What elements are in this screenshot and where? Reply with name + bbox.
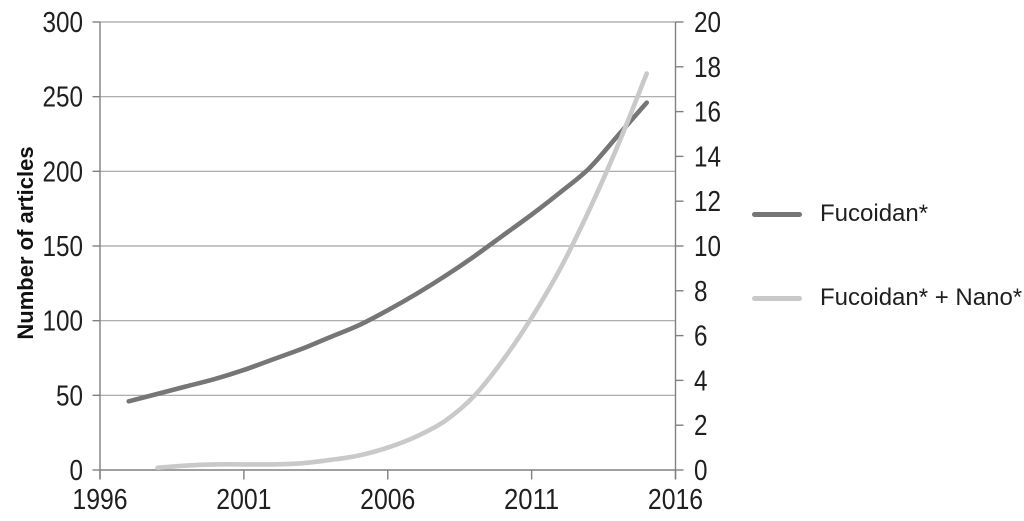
y-left-tick-label: 250 <box>43 82 84 114</box>
x-tick-label: 2011 <box>504 484 559 516</box>
y-right-tick-label: 18 <box>694 52 721 84</box>
y-axis-title: Number of articles <box>13 146 38 340</box>
y-right-tick-label: 0 <box>694 455 708 487</box>
legend-item-fucoidan-nano: Fucoidan* + Nano* <box>752 284 1022 312</box>
y-left-tick-label: 200 <box>43 156 84 188</box>
y-right-tick-label: 4 <box>694 365 708 397</box>
x-tick-label: 2016 <box>648 484 703 516</box>
y-left-tick-label: 50 <box>56 380 83 412</box>
y-right-tick-label: 20 <box>694 7 721 39</box>
y-right-tick-label: 12 <box>694 186 721 218</box>
legend-swatch-fucoidan-nano <box>752 295 802 301</box>
x-tick-label: 1996 <box>72 484 127 516</box>
y-right-tick-label: 10 <box>694 231 721 263</box>
y-left-tick-label: 150 <box>43 231 84 263</box>
series-line-fucoidan-nano <box>155 71 650 471</box>
y-right-tick-label: 8 <box>694 276 708 308</box>
series-line-fucoidan <box>126 100 650 404</box>
x-tick-label: 2001 <box>216 484 271 516</box>
y-right-tick-label: 16 <box>694 97 721 129</box>
y-left-tick-label: 0 <box>70 455 84 487</box>
legend-swatch-fucoidan <box>752 211 802 217</box>
y-right-tick-label: 14 <box>694 141 721 173</box>
legend-item-fucoidan: Fucoidan* <box>752 200 1022 228</box>
y-left-tick-label: 300 <box>43 7 84 39</box>
legend-label-fucoidan-nano: Fucoidan* + Nano* <box>820 284 1023 311</box>
x-tick-label: 2006 <box>360 484 415 516</box>
y-right-tick-label: 6 <box>694 321 708 353</box>
legend: Fucoidan* Fucoidan* + Nano* <box>752 200 1022 312</box>
legend-label-fucoidan: Fucoidan* <box>820 200 929 227</box>
y-left-tick-label: 100 <box>43 306 84 338</box>
y-right-tick-label: 2 <box>694 410 708 442</box>
